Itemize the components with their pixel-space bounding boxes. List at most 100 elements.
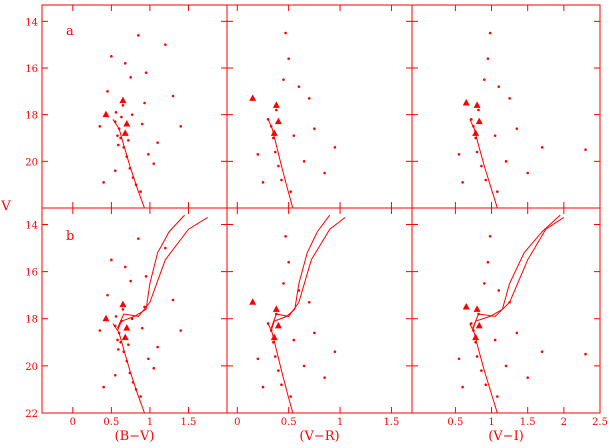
star-point <box>461 385 464 389</box>
triangle-marker <box>462 302 470 310</box>
triangle-marker <box>249 298 257 305</box>
star-point <box>139 395 142 398</box>
star-point <box>261 181 265 184</box>
star-point <box>488 234 492 238</box>
plot-area <box>98 34 183 208</box>
star-point <box>282 78 285 81</box>
star-point <box>497 85 501 88</box>
panel-frame <box>226 207 413 414</box>
star-point <box>123 62 127 65</box>
x-tick-label: 0 <box>70 417 76 428</box>
star-point <box>307 300 311 304</box>
x-tick-label: 1 <box>488 417 494 428</box>
star-point <box>110 258 113 262</box>
x-tick-label: 0.5 <box>447 417 463 428</box>
star-point <box>117 348 120 351</box>
triangle-marker <box>249 94 257 101</box>
star-point <box>475 150 479 154</box>
star-point <box>275 108 278 112</box>
star-point <box>144 275 148 278</box>
star-point <box>117 143 120 147</box>
panel-letter: b <box>66 229 74 244</box>
star-point <box>98 125 102 128</box>
star-point <box>323 376 326 379</box>
star-point <box>292 338 296 342</box>
plot-area <box>249 214 346 413</box>
star-point <box>156 141 159 144</box>
triangle-marker <box>473 101 481 108</box>
triangle-marker <box>119 300 127 308</box>
triangle-marker <box>270 129 278 136</box>
y-tick-label: 18 <box>25 111 38 122</box>
panel-frame <box>226 4 413 209</box>
panel-frame <box>411 207 601 414</box>
star-point <box>526 171 529 175</box>
triangle-marker <box>102 314 110 322</box>
star-point <box>256 153 260 156</box>
star-point <box>477 108 480 112</box>
panel-letter: a <box>66 24 74 39</box>
triangle-marker <box>272 305 280 312</box>
isochrone-line <box>472 214 561 331</box>
star-point <box>127 139 130 142</box>
star-point <box>277 369 280 372</box>
star-point <box>282 282 285 285</box>
star-point <box>484 383 488 387</box>
star-point <box>475 355 479 358</box>
x-tick-label: 1 <box>337 417 343 428</box>
x-axis-label: (V−R) <box>299 429 339 444</box>
isochrone-line <box>472 216 565 329</box>
isochrone-line <box>117 216 208 329</box>
isochrone-line <box>270 214 331 331</box>
star-point <box>129 279 132 283</box>
star-point <box>493 338 497 342</box>
star-point <box>287 57 290 60</box>
y-axis-label: V <box>0 199 11 214</box>
star-point <box>280 178 283 182</box>
star-point <box>152 162 156 165</box>
star-point <box>152 366 156 370</box>
star-point <box>277 164 280 168</box>
plot-area <box>457 214 587 413</box>
star-point <box>515 331 519 335</box>
star-point <box>486 260 490 264</box>
isochrone-line <box>112 323 145 413</box>
panel-5: 0 0.5 1 1.5 (V−R) <box>226 207 413 444</box>
x-tick-label: 1.5 <box>383 417 399 428</box>
plot-area <box>98 214 208 413</box>
star-point <box>156 345 159 349</box>
triangle-marker <box>272 101 280 108</box>
star-point <box>480 369 483 372</box>
star-point <box>171 298 175 302</box>
panel-6: 0.5 1 1.5 2 2.5 (V−I) <box>411 207 608 444</box>
star-point <box>147 357 150 361</box>
star-point <box>333 146 337 149</box>
isochrone-line <box>112 119 145 208</box>
star-point <box>123 265 127 269</box>
star-point <box>333 350 337 354</box>
star-point <box>323 171 326 175</box>
star-point <box>540 350 544 354</box>
isochrone-line <box>267 323 294 413</box>
triangle-marker <box>462 99 470 106</box>
star-point <box>483 78 486 81</box>
star-point <box>113 373 117 377</box>
star-point <box>98 329 102 332</box>
triangle-marker <box>274 321 282 329</box>
panel-1: 14 16 18 20 a <box>25 4 228 209</box>
star-point <box>287 260 290 264</box>
star-point <box>497 289 501 292</box>
star-point <box>302 160 306 163</box>
star-point <box>307 97 311 100</box>
star-point <box>121 104 125 107</box>
star-point <box>130 317 134 321</box>
isochrone-line <box>267 119 294 208</box>
x-tick-label: 0.5 <box>103 417 119 428</box>
y-tick-label: 16 <box>25 268 38 279</box>
triangle-marker <box>123 324 131 331</box>
star-point <box>480 164 483 168</box>
x-tick-label: 0 <box>234 417 240 428</box>
triangle-marker <box>102 110 110 118</box>
star-point <box>140 122 144 126</box>
triangle-marker <box>123 120 131 127</box>
